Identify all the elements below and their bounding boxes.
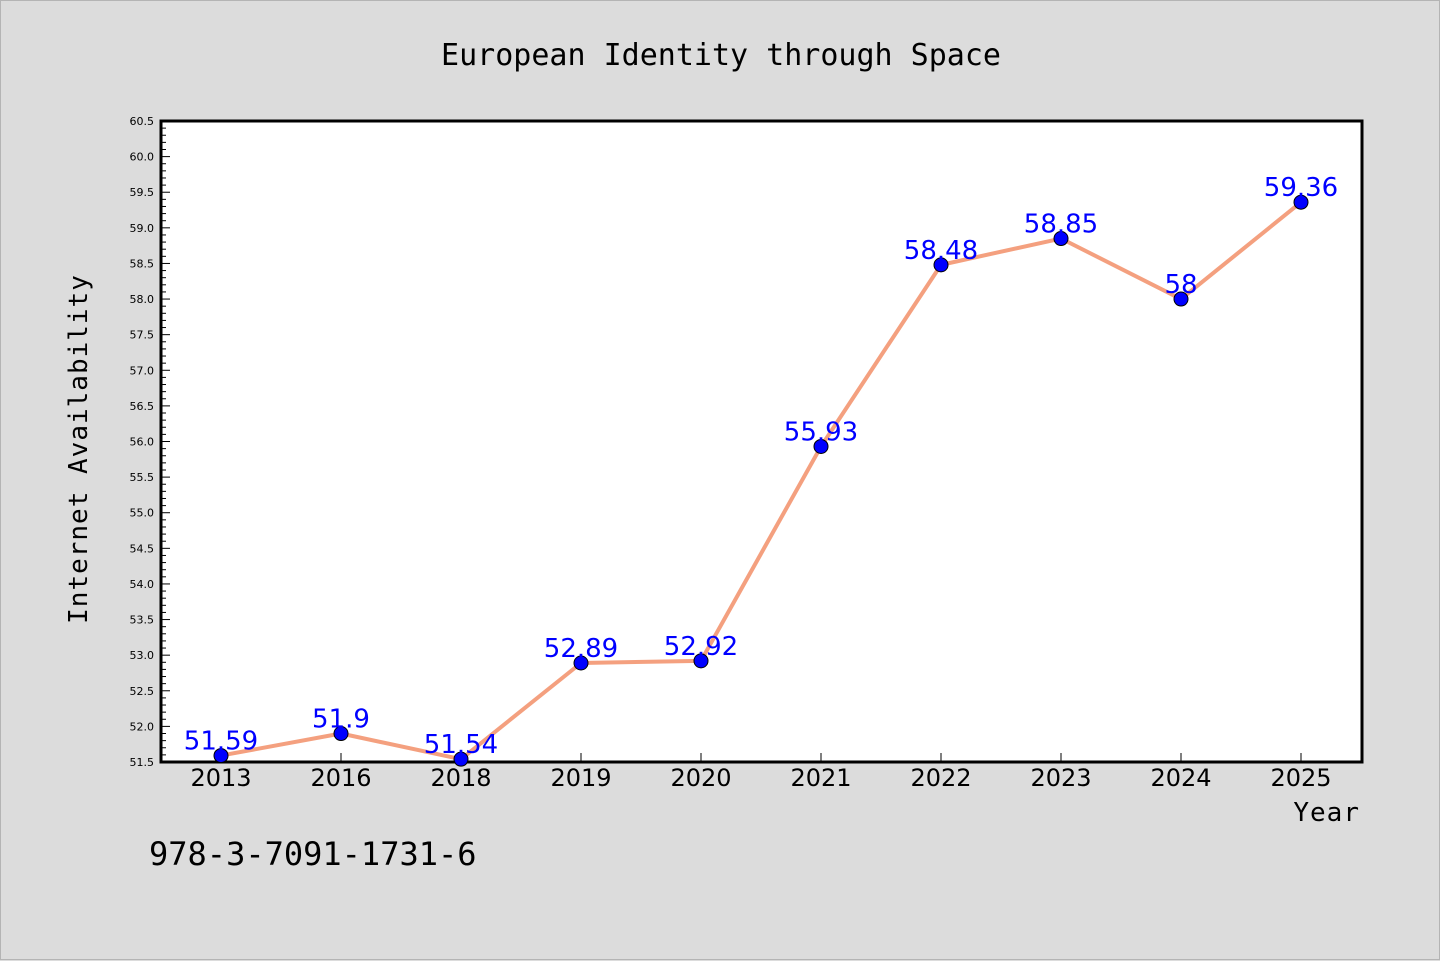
data-label: 58.48	[904, 236, 978, 266]
data-label: 52.89	[544, 634, 618, 664]
x-tick-label: 2025	[1270, 764, 1331, 792]
data-label: 59.36	[1264, 173, 1338, 203]
data-point	[693, 653, 709, 669]
x-axis-ticks: 2013 2016 2018 2019 2020 2021 2022 2023 2024 2025	[190, 753, 1332, 792]
data-label: 51.59	[184, 727, 258, 757]
y-tick-label: 59.5	[130, 186, 155, 199]
y-tick-label: 51.5	[130, 756, 155, 769]
y-tick-label: 58.0	[130, 293, 155, 306]
x-tick-label: 2021	[790, 764, 851, 792]
data-labels-group: 51.59 51.9 51.54 52.89 52.92 55.93 58.48 58.85 5…	[184, 173, 1338, 760]
x-tick-label: 2018	[430, 764, 491, 792]
y-tick-label: 53.0	[130, 649, 155, 662]
y-tick-label: 55.5	[130, 471, 155, 484]
y-axis-label: Internet Availability	[64, 274, 94, 624]
y-tick-label: 55.0	[130, 507, 155, 520]
data-point	[1053, 231, 1069, 247]
y-tick-label: 57.5	[130, 329, 155, 342]
data-label: 55.93	[784, 417, 858, 447]
data-point	[933, 257, 949, 273]
y-tick-label: 60.5	[130, 115, 155, 128]
y-tick-label: 58.5	[130, 257, 155, 270]
plot-area	[159, 119, 1364, 764]
data-label: 58	[1164, 270, 1197, 300]
y-tick-label: 57.0	[130, 364, 155, 377]
y-tick-label: 56.0	[130, 436, 155, 449]
data-point	[213, 748, 229, 764]
x-tick-label: 2024	[1150, 764, 1211, 792]
y-axis-ticks: 51.5 52.0 52.5 53.0 53.5 54.0 54.5 55.0 55.5 56.0…	[130, 115, 170, 769]
data-label: 52.92	[664, 632, 738, 662]
y-tick-label: 56.5	[130, 400, 155, 413]
chart-title: European Identity through Space	[441, 38, 1001, 73]
y-tick-label: 60.0	[130, 151, 155, 164]
x-tick-label: 2019	[550, 764, 611, 792]
data-point	[1173, 291, 1189, 307]
x-tick-label: 2022	[910, 764, 971, 792]
x-tick-label: 2023	[1030, 764, 1091, 792]
y-tick-label: 59.0	[130, 222, 155, 235]
series-line	[219, 200, 1303, 762]
x-tick-label: 2016	[310, 764, 371, 792]
data-point	[1293, 194, 1309, 210]
x-axis-label: Year	[1293, 798, 1360, 828]
data-point	[573, 655, 589, 671]
data-label: 51.9	[312, 705, 370, 735]
y-tick-label: 54.5	[130, 542, 155, 555]
y-tick-label: 54.0	[130, 578, 155, 591]
footer-code: 978-3-7091-1731-6	[149, 835, 477, 873]
y-tick-label: 53.5	[130, 614, 155, 627]
data-point	[333, 726, 349, 742]
x-tick-label: 2013	[190, 764, 251, 792]
data-point	[453, 751, 469, 767]
y-tick-label: 52.5	[130, 685, 155, 698]
data-point	[813, 438, 829, 454]
series-group	[213, 194, 1309, 767]
x-tick-label: 2020	[670, 764, 731, 792]
data-label: 58.85	[1024, 210, 1098, 240]
y-tick-label: 52.0	[130, 720, 155, 733]
data-label: 51.54	[424, 730, 498, 760]
